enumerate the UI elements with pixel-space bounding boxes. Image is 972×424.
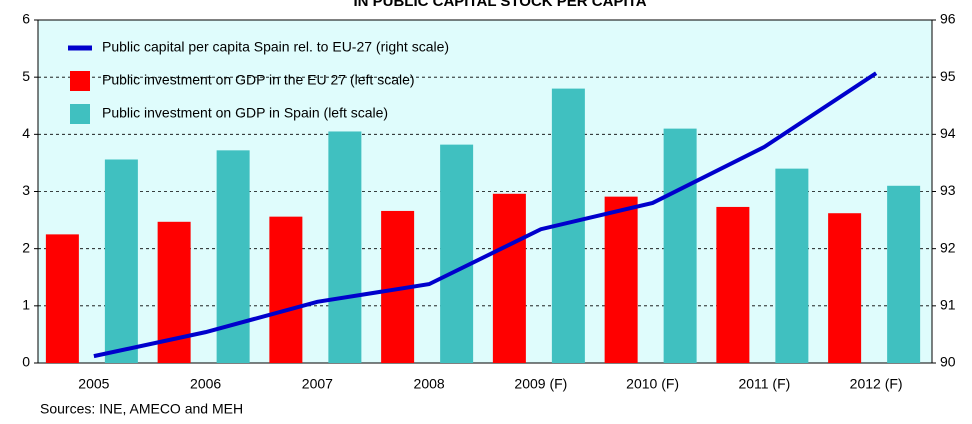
legend-label: Public investment on GDP in Spain (left … xyxy=(102,105,388,121)
x-tick-label: 2007 xyxy=(302,376,333,392)
y-tick-label: 3 xyxy=(22,182,30,198)
y2-tick-label: 94 xyxy=(940,125,956,141)
x-tick-label: 2008 xyxy=(414,376,445,392)
y2-tick-label: 90 xyxy=(940,354,956,370)
y2-tick-label: 91 xyxy=(940,297,956,313)
bar xyxy=(775,168,809,363)
bar xyxy=(440,144,474,363)
source-note: Sources: INE, AMECO and MEH xyxy=(40,401,243,417)
bar xyxy=(828,213,862,363)
y2-tick-label: 96 xyxy=(940,11,956,27)
x-tick-label: 2006 xyxy=(190,376,221,392)
chart-title: IN PUBLIC CAPITAL STOCK PER CAPITA xyxy=(353,0,646,10)
bar xyxy=(216,150,250,363)
bar xyxy=(328,131,362,363)
y2-tick-label: 95 xyxy=(940,68,956,84)
bar xyxy=(716,206,750,363)
x-tick-label: 2012 (F) xyxy=(850,376,903,392)
bar xyxy=(45,234,79,363)
y-tick-label: 0 xyxy=(22,354,30,370)
x-tick-label: 2009 (F) xyxy=(514,376,567,392)
legend-swatch xyxy=(70,71,90,91)
bar xyxy=(887,185,921,363)
bar xyxy=(604,196,638,363)
legend-label: Public capital per capita Spain rel. to … xyxy=(102,39,449,55)
y-tick-label: 4 xyxy=(22,125,30,141)
y2-tick-label: 93 xyxy=(940,182,956,198)
x-tick-label: 2010 (F) xyxy=(626,376,679,392)
legend-label: Public investment on GDP in the EU 27 (l… xyxy=(102,72,415,88)
bar xyxy=(663,128,697,363)
y-tick-label: 1 xyxy=(22,297,30,313)
bar xyxy=(269,216,303,363)
y-tick-label: 6 xyxy=(22,11,30,27)
y-tick-label: 5 xyxy=(22,68,30,84)
bar xyxy=(492,193,526,363)
line-series xyxy=(93,71,878,359)
y-tick-label: 2 xyxy=(22,239,30,255)
x-tick-label: 2011 (F) xyxy=(738,376,790,392)
y2-tick-label: 92 xyxy=(940,239,956,255)
bar xyxy=(104,159,138,363)
legend-swatch xyxy=(70,104,90,124)
x-tick-label: 2005 xyxy=(78,376,109,392)
